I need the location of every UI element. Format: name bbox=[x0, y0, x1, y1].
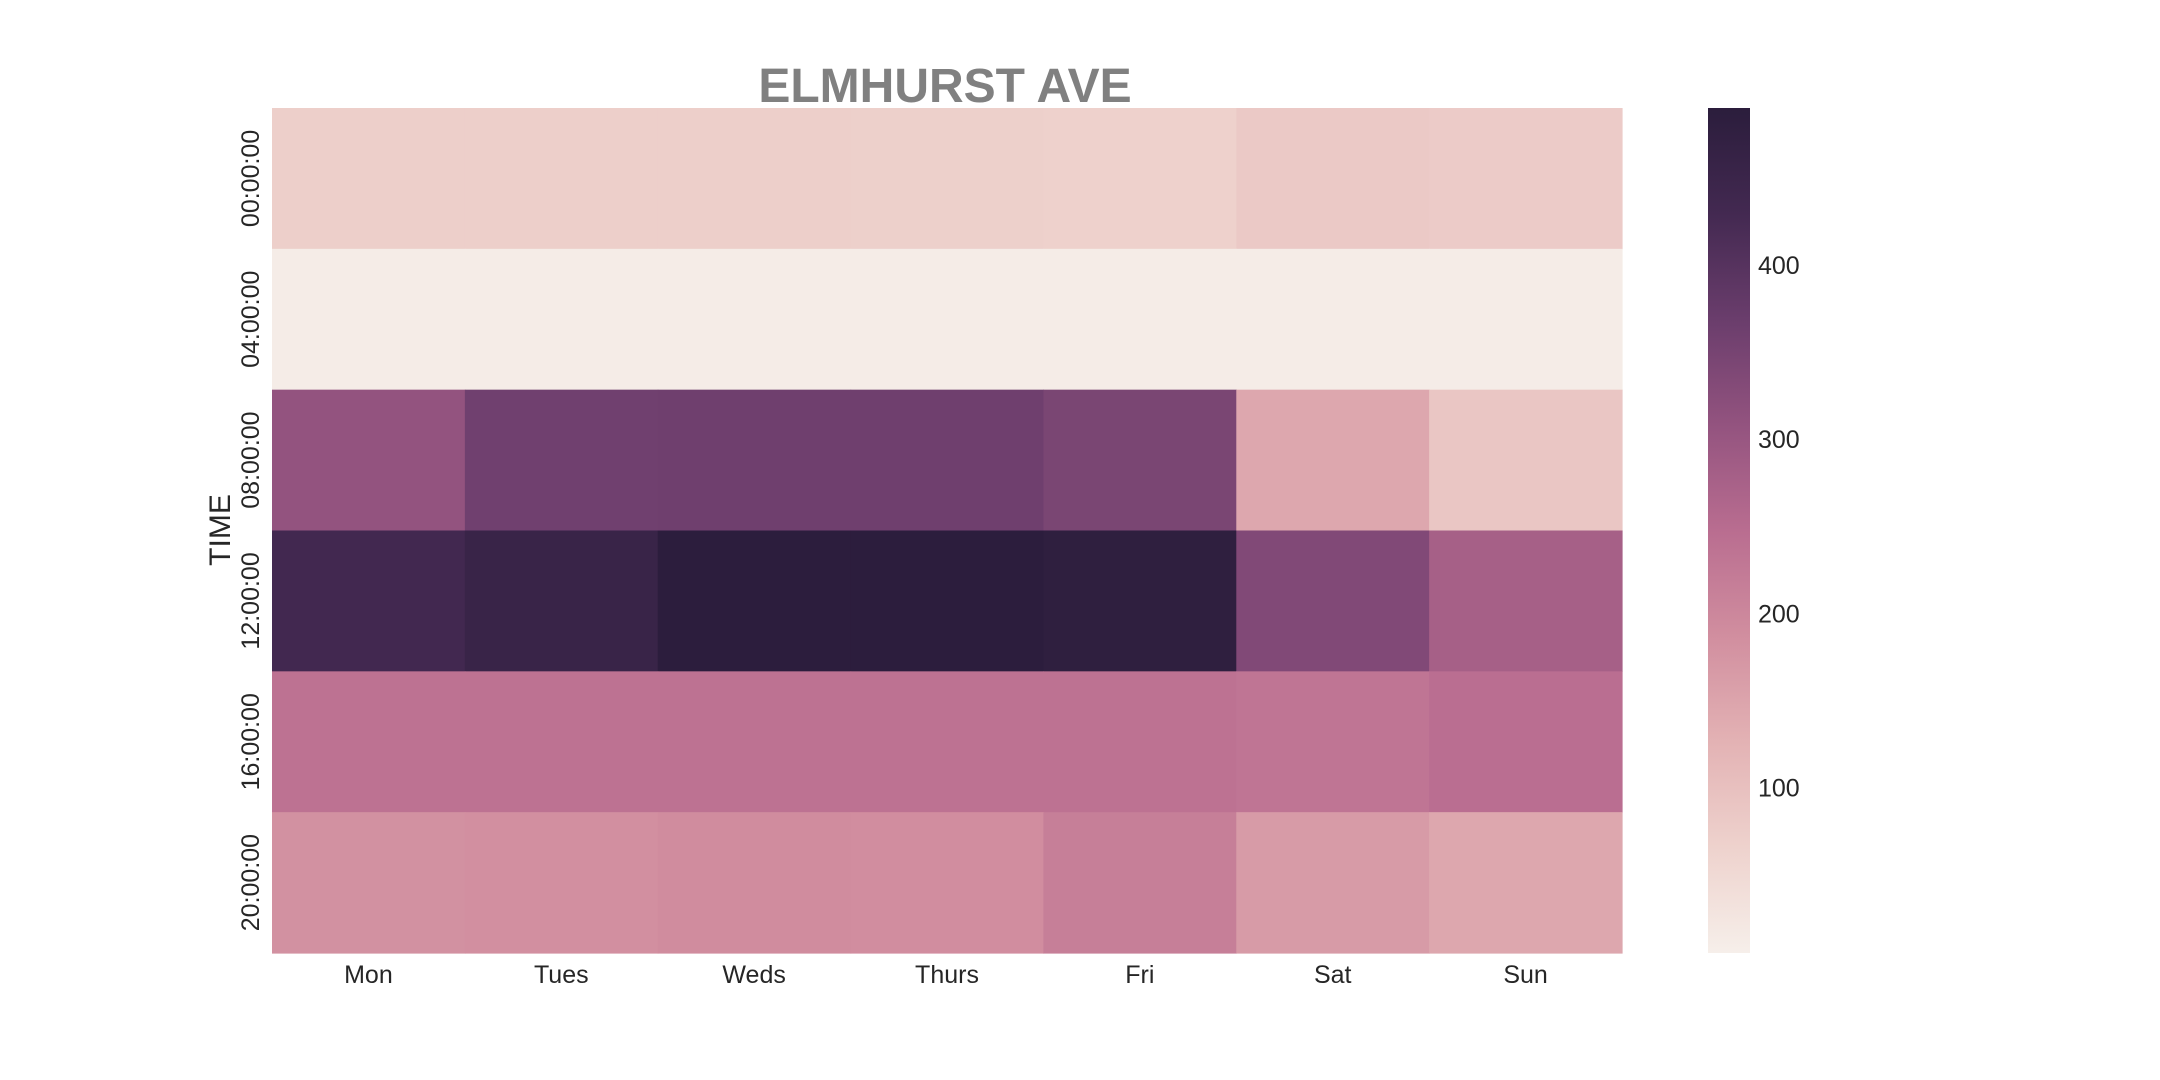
heatmap-cell-200000-weds bbox=[657, 812, 852, 954]
heatmap-cell-080000-sat bbox=[1236, 389, 1430, 532]
heatmap-cell-120000-tues bbox=[464, 530, 659, 672]
heatmap-cell-040000-sun bbox=[1429, 248, 1623, 391]
y-tick-label: 16:00:00 bbox=[237, 693, 265, 790]
heatmap-cell-040000-thurs bbox=[850, 248, 1045, 391]
colorbar-tick-label: 100 bbox=[1758, 774, 1800, 802]
heatmap-cell-000000-sun bbox=[1429, 108, 1623, 250]
heatmap-cell-040000-tues bbox=[464, 248, 659, 391]
heatmap-cell-120000-fri bbox=[1043, 530, 1237, 672]
heatmap-cell-120000-mon bbox=[272, 530, 466, 672]
heatmap-cell-160000-tues bbox=[464, 671, 659, 813]
heatmap-cell-120000-sun bbox=[1429, 530, 1623, 672]
heatmap-cell-200000-fri bbox=[1043, 812, 1237, 954]
y-tick-label: 08:00:00 bbox=[237, 411, 265, 508]
y-axis-label: TIME bbox=[204, 494, 237, 566]
y-tick-labels: 00:00:00 04:00:00 08:00:00 12:00:00 16:00:00… bbox=[237, 130, 265, 931]
heatmap-cell-000000-tues bbox=[464, 108, 659, 250]
heatmap-cell-000000-weds bbox=[657, 108, 852, 250]
y-tick-label: 00:00:00 bbox=[237, 130, 265, 227]
colorbar-gradient bbox=[1708, 108, 1750, 953]
heatmap-cell-120000-thurs bbox=[850, 530, 1045, 672]
heatmap-cell-040000-sat bbox=[1236, 248, 1430, 391]
heatmap-cell-160000-mon bbox=[272, 671, 466, 813]
colorbar: 100 200 300 400 bbox=[1708, 108, 1800, 953]
heatmap-cell-160000-sun bbox=[1429, 671, 1623, 813]
y-tick-label: 04:00:00 bbox=[237, 271, 265, 368]
heatmap-cell-080000-tues bbox=[464, 389, 659, 532]
heatmap-cells bbox=[272, 108, 1623, 954]
heatmap-cell-000000-sat bbox=[1236, 108, 1430, 250]
heatmap-cell-160000-thurs bbox=[850, 671, 1045, 813]
heatmap-cell-000000-mon bbox=[272, 108, 466, 250]
x-tick-label: Thurs bbox=[915, 961, 979, 989]
heatmap-cell-200000-sun bbox=[1429, 812, 1623, 954]
x-tick-label: Mon bbox=[344, 961, 393, 989]
heatmap-cell-080000-sun bbox=[1429, 389, 1623, 532]
chart-title: ELMHURST AVE bbox=[758, 60, 1131, 113]
heatmap-cell-160000-fri bbox=[1043, 671, 1237, 813]
x-tick-label: Sun bbox=[1503, 961, 1547, 989]
heatmap-cell-080000-thurs bbox=[850, 389, 1045, 532]
heatmap-cell-040000-fri bbox=[1043, 248, 1237, 391]
heatmap-cell-120000-sat bbox=[1236, 530, 1430, 672]
heatmap-cell-000000-thurs bbox=[850, 108, 1045, 250]
heatmap-cell-080000-weds bbox=[657, 389, 852, 532]
heatmap-cell-040000-mon bbox=[272, 248, 466, 391]
heatmap-cell-120000-weds bbox=[657, 530, 852, 672]
colorbar-tick-label: 400 bbox=[1758, 252, 1800, 280]
heatmap-cell-000000-fri bbox=[1043, 108, 1237, 250]
y-tick-label: 20:00:00 bbox=[237, 834, 265, 931]
heatmap-cell-080000-mon bbox=[272, 389, 466, 532]
heatmap-cell-160000-sat bbox=[1236, 671, 1430, 813]
colorbar-tick-label: 300 bbox=[1758, 426, 1800, 454]
x-tick-label: Weds bbox=[722, 961, 785, 989]
heatmap-cell-200000-mon bbox=[272, 812, 466, 954]
heatmap-cell-200000-tues bbox=[464, 812, 659, 954]
x-tick-label: Tues bbox=[534, 961, 589, 989]
heatmap-cell-200000-thurs bbox=[850, 812, 1045, 954]
colorbar-tick-label: 200 bbox=[1758, 600, 1800, 628]
x-tick-labels: Mon Tues Weds Thurs Fri Sat Sun bbox=[344, 961, 1548, 989]
heatmap-cell-200000-sat bbox=[1236, 812, 1430, 954]
x-tick-label: Sat bbox=[1314, 961, 1352, 989]
y-tick-label: 12:00:00 bbox=[237, 552, 265, 649]
heatmap-cell-040000-weds bbox=[657, 248, 852, 391]
x-tick-label: Fri bbox=[1125, 961, 1154, 989]
heatmap-cell-080000-fri bbox=[1043, 389, 1237, 532]
heatmap-cell-160000-weds bbox=[657, 671, 852, 813]
